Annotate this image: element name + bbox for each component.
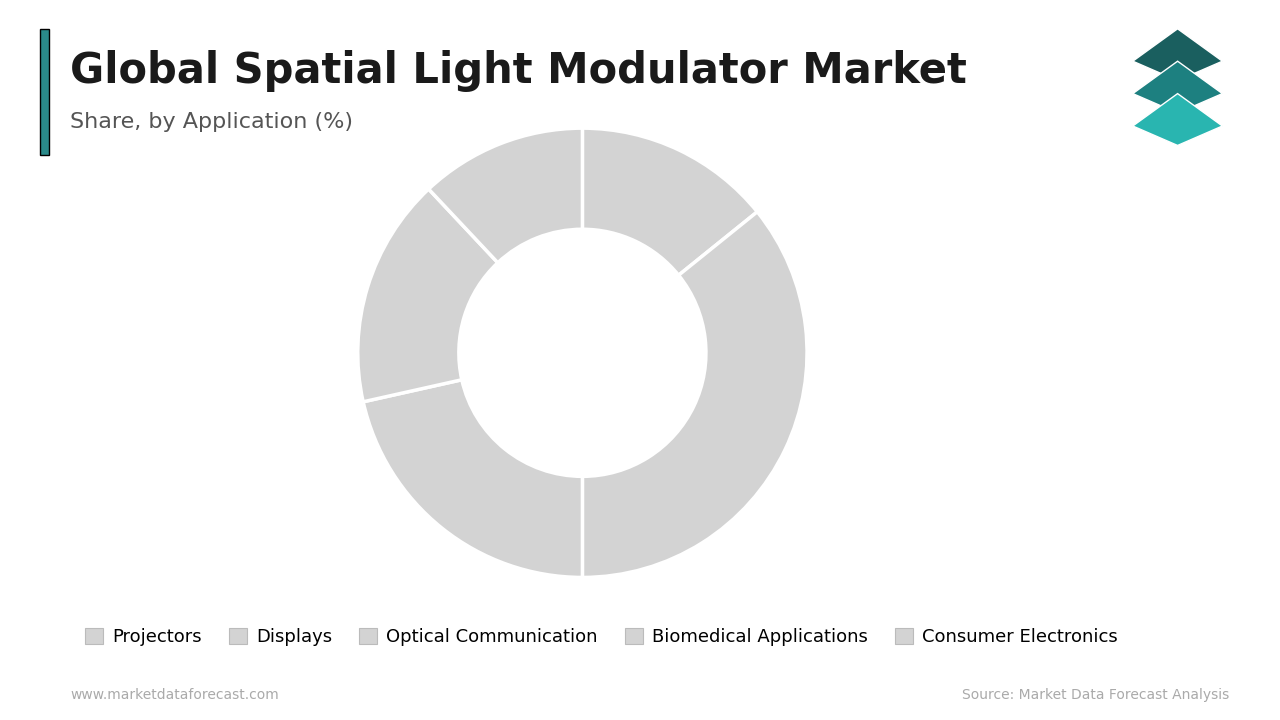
Wedge shape (582, 128, 758, 275)
Polygon shape (1133, 94, 1222, 145)
Legend: Projectors, Displays, Optical Communication, Biomedical Applications, Consumer E: Projectors, Displays, Optical Communicat… (78, 621, 1125, 653)
Text: Source: Market Data Forecast Analysis: Source: Market Data Forecast Analysis (961, 688, 1229, 702)
Wedge shape (582, 212, 806, 577)
Wedge shape (364, 379, 582, 577)
Polygon shape (1133, 29, 1222, 81)
Text: www.marketdataforecast.com: www.marketdataforecast.com (70, 688, 279, 702)
Polygon shape (1133, 61, 1222, 113)
Text: Share, by Application (%): Share, by Application (%) (70, 112, 353, 132)
Wedge shape (429, 128, 582, 263)
Wedge shape (358, 189, 498, 402)
Text: Global Spatial Light Modulator Market: Global Spatial Light Modulator Market (70, 50, 968, 92)
